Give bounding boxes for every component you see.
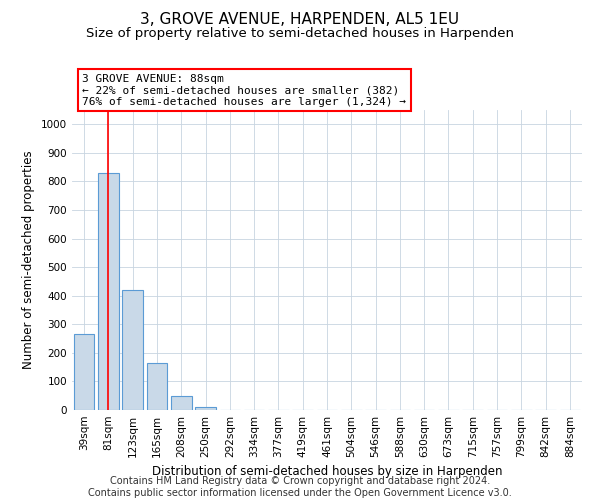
Text: Size of property relative to semi-detached houses in Harpenden: Size of property relative to semi-detach… (86, 28, 514, 40)
Text: 3 GROVE AVENUE: 88sqm
← 22% of semi-detached houses are smaller (382)
76% of sem: 3 GROVE AVENUE: 88sqm ← 22% of semi-deta… (82, 74, 406, 107)
X-axis label: Distribution of semi-detached houses by size in Harpenden: Distribution of semi-detached houses by … (152, 466, 502, 478)
Y-axis label: Number of semi-detached properties: Number of semi-detached properties (22, 150, 35, 370)
Bar (171, 396, 191, 410)
Bar (146, 363, 167, 410)
Text: 3, GROVE AVENUE, HARPENDEN, AL5 1EU: 3, GROVE AVENUE, HARPENDEN, AL5 1EU (140, 12, 460, 28)
Bar (98, 173, 119, 410)
Bar (122, 290, 143, 410)
Text: Contains HM Land Registry data © Crown copyright and database right 2024.
Contai: Contains HM Land Registry data © Crown c… (88, 476, 512, 498)
Bar (74, 334, 94, 410)
Bar (195, 406, 216, 410)
